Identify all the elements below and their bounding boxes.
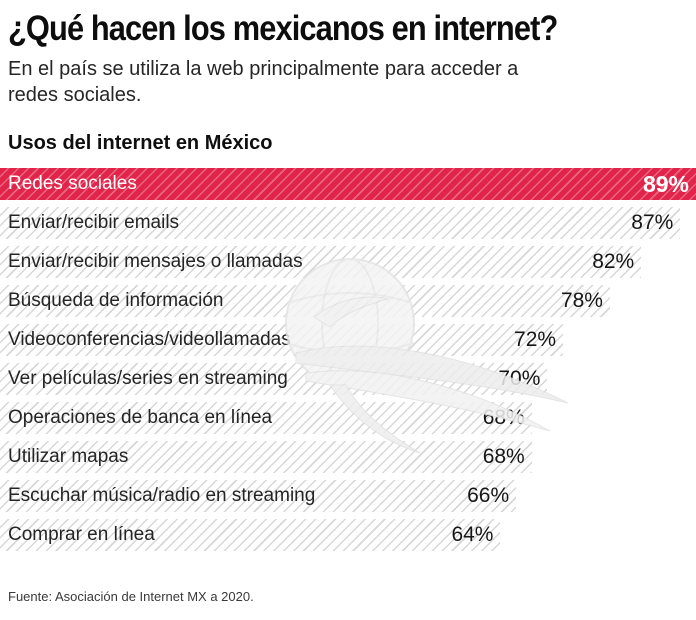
bar-row-0: Redes sociales 89% — [0, 168, 696, 200]
bar-label: Videoconferencias/videollamadas — [8, 329, 291, 350]
bar-label: Enviar/recibir mensajes o llamadas — [8, 251, 303, 272]
bar-row-2: Enviar/recibir mensajes o llamadas 82% — [0, 246, 642, 278]
bar-chart: Redes sociales 89% Enviar/recibir emails 87… — [0, 168, 696, 551]
bar-row-9: Comprar en línea 64% — [0, 519, 501, 551]
chart-title: Usos del internet en México — [8, 132, 273, 154]
bar-row-8: Escuchar música/radio en streaming 66% — [0, 480, 517, 512]
bar-label: Redes sociales — [8, 173, 137, 194]
bar-label: Operaciones de banca en línea — [8, 407, 273, 428]
bar-value: 68% — [482, 445, 525, 468]
bar-label: Enviar/recibir emails — [8, 212, 180, 233]
source-note: Fuente: Asociación de Internet MX a 2020… — [8, 589, 254, 604]
bar-label: Escuchar música/radio en streaming — [8, 485, 316, 506]
bar-row-5: Ver películas/series en streaming 70% — [0, 363, 548, 395]
bar-value: 68% — [482, 406, 525, 429]
bar-row-3: Búsqueda de información 78% — [0, 285, 610, 317]
bar-row-1: Enviar/recibir emails 87% — [0, 207, 681, 239]
bar-value: 64% — [451, 523, 494, 546]
bar-value: 87% — [631, 211, 674, 234]
bar-value: 82% — [592, 250, 635, 273]
page-title: ¿Qué hacen los mexicanos en internet? — [8, 9, 558, 48]
bar-row-4: Videoconferencias/videollamadas 72% — [0, 324, 564, 356]
bar-label: Utilizar mapas — [8, 446, 129, 467]
bar-label: Ver películas/series en streaming — [8, 368, 288, 389]
bar-value: 72% — [514, 328, 557, 351]
bar-value: 66% — [467, 484, 510, 507]
bar-label: Búsqueda de información — [8, 290, 224, 311]
bar-label: Comprar en línea — [8, 524, 155, 545]
bar-value: 70% — [498, 367, 541, 390]
bar-row-6: Operaciones de banca en línea 68% — [0, 402, 532, 434]
bar-value: 89% — [642, 170, 689, 197]
page-subtitle: En el país se utiliza la web principalme… — [8, 58, 519, 106]
header: ¿Qué hacen los mexicanos en internet? En… — [0, 0, 696, 155]
bar-value: 78% — [560, 289, 603, 312]
bar-row-7: Utilizar mapas 68% — [0, 441, 532, 473]
